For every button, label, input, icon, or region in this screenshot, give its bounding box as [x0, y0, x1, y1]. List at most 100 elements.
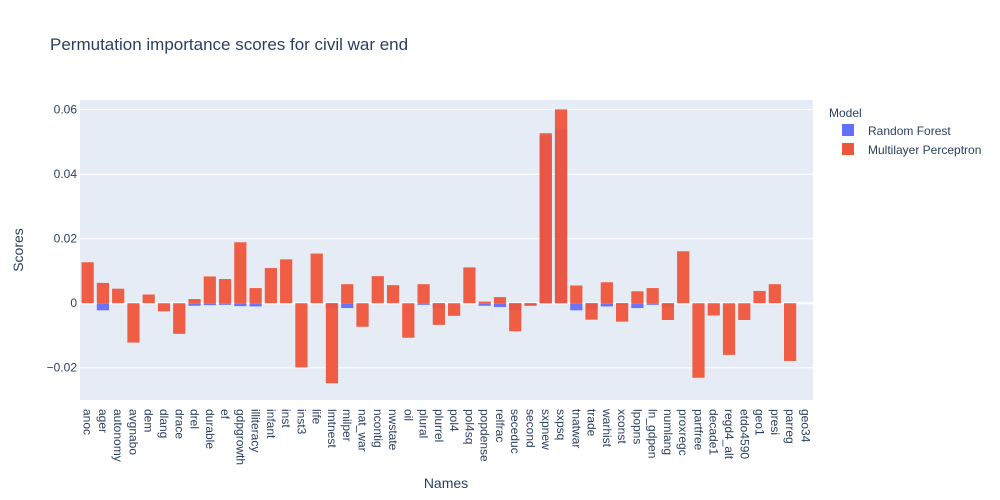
- bar-random-forest-popdense[interactable]: [478, 303, 491, 306]
- bar-random-forest-warhist[interactable]: [600, 303, 613, 307]
- x-tick-labels: anoc ager autonomy avgnabo dem dlang drace drel…: [81, 408, 813, 465]
- bar-random-forest-ager[interactable]: [96, 303, 110, 311]
- bar-random-forest-milper[interactable]: [341, 303, 354, 309]
- bar-multilayer-perceptron-numlang[interactable]: [661, 303, 675, 320]
- bar-multilayer-perceptron-regd4-alt[interactable]: [722, 303, 736, 355]
- x-tick-label: popdense: [478, 409, 492, 462]
- bar-multilayer-perceptron-lmtnest[interactable]: [325, 303, 339, 384]
- bar-multilayer-perceptron-ef[interactable]: [218, 279, 232, 304]
- bar-random-forest-ef[interactable]: [218, 303, 232, 305]
- bar-multilayer-perceptron-drel[interactable]: [188, 299, 201, 304]
- x-tick-label: ager: [96, 409, 110, 433]
- x-tick-label: sxpsq: [554, 409, 568, 440]
- bar-multilayer-perceptron-trade[interactable]: [585, 303, 598, 320]
- x-tick-label: seceduc: [508, 409, 522, 454]
- x-tick-label: dlang: [157, 409, 171, 438]
- legend-item-multilayer-perceptron[interactable]: Multilayer Perceptron: [842, 143, 981, 157]
- bar-random-forest-gdpgrowth[interactable]: [234, 303, 247, 307]
- bar-multilayer-perceptron-second[interactable]: [524, 303, 537, 306]
- bar-multilayer-perceptron-ager[interactable]: [96, 282, 110, 304]
- bar-multilayer-perceptron-warhist[interactable]: [600, 282, 613, 304]
- x-tick-label: geo1: [753, 409, 767, 436]
- bar-random-forest-ln-gdpen[interactable]: [646, 303, 659, 305]
- bar-random-forest-durable[interactable]: [203, 303, 216, 306]
- bar-multilayer-perceptron-anoc[interactable]: [81, 262, 94, 304]
- bar-multilayer-perceptron-decade1[interactable]: [707, 303, 720, 316]
- grid: [80, 109, 813, 369]
- x-tick-label: nwstate: [386, 409, 400, 451]
- x-tick-label: life: [310, 409, 324, 425]
- bar-multilayer-perceptron-sxpsq[interactable]: [554, 109, 568, 304]
- x-tick-label: durable: [203, 409, 217, 449]
- x-tick-label: ln_gdpen: [646, 409, 660, 458]
- x-tick-label: oil: [401, 409, 415, 421]
- bar-random-forest-illiteracy[interactable]: [249, 303, 262, 307]
- bar-multilayer-perceptron-partfree[interactable]: [692, 303, 705, 378]
- bar-multilayer-perceptron-seceduc[interactable]: [509, 303, 522, 332]
- x-tick-label: pol4: [447, 409, 461, 432]
- chart-title: Permutation importance scores for civil …: [50, 35, 408, 54]
- bar-multilayer-perceptron-nat-war[interactable]: [356, 303, 369, 327]
- bar-multilayer-perceptron-ln-gdpen[interactable]: [646, 288, 659, 304]
- bar-multilayer-perceptron-illiteracy[interactable]: [249, 288, 262, 304]
- bar-multilayer-perceptron-plural[interactable]: [417, 284, 430, 304]
- x-tick-label: sxpnew: [539, 409, 553, 450]
- x-tick-label: warhist: [600, 408, 614, 448]
- bar-multilayer-perceptron-xconst[interactable]: [616, 303, 629, 322]
- bar-multilayer-perceptron-presi[interactable]: [768, 284, 781, 304]
- x-tick-label: proxregc: [676, 409, 690, 456]
- x-tick-label: infant: [264, 409, 278, 439]
- bar-multilayer-perceptron-durable[interactable]: [203, 276, 216, 304]
- bar-multilayer-perceptron-avgnabo[interactable]: [127, 303, 140, 343]
- bar-random-forest-lpopns[interactable]: [631, 303, 644, 309]
- bar-random-forest-plural[interactable]: [417, 303, 430, 305]
- bar-multilayer-perceptron-milper[interactable]: [341, 284, 354, 304]
- bar-multilayer-perceptron-geo1[interactable]: [753, 290, 766, 304]
- x-tick-label: dem: [142, 409, 156, 432]
- bar-multilayer-perceptron-inst3[interactable]: [295, 303, 308, 368]
- x-tick-label: tnatwar: [569, 409, 583, 448]
- bar-multilayer-perceptron-inst[interactable]: [280, 259, 293, 304]
- bar-multilayer-perceptron-pol4[interactable]: [448, 303, 461, 316]
- bar-multilayer-perceptron-drace[interactable]: [173, 303, 186, 334]
- bar-multilayer-perceptron-popdense[interactable]: [478, 301, 491, 304]
- bar-multilayer-perceptron-lpopns[interactable]: [631, 291, 644, 304]
- x-tick-label: illiteracy: [249, 409, 263, 452]
- y-tick-label: 0.02: [54, 232, 78, 246]
- bar-multilayer-perceptron-nwstate[interactable]: [386, 285, 400, 304]
- legend-label-multilayer-perceptron: Multilayer Perceptron: [868, 143, 981, 157]
- legend: Model Random Forest Multilayer Perceptro…: [829, 106, 981, 157]
- bar-multilayer-perceptron-infant[interactable]: [264, 268, 277, 304]
- bar-multilayer-perceptron-gdpgrowth[interactable]: [234, 242, 247, 304]
- bar-random-forest-tnatwar[interactable]: [570, 303, 583, 311]
- x-tick-label: drace: [172, 409, 186, 439]
- bar-multilayer-perceptron-proxregc[interactable]: [677, 251, 690, 304]
- y-tick-label: 0.04: [54, 167, 78, 181]
- y-tick-label: 0.06: [54, 103, 78, 117]
- x-tick-label: lpopns: [630, 409, 644, 444]
- legend-item-random-forest[interactable]: Random Forest: [842, 124, 951, 138]
- x-tick-label: geo34: [798, 409, 812, 443]
- bar-multilayer-perceptron-tnatwar[interactable]: [570, 285, 583, 304]
- legend-swatch-random-forest: [842, 124, 854, 136]
- bar-multilayer-perceptron-plurrel[interactable]: [432, 303, 445, 325]
- bar-multilayer-perceptron-ncontig[interactable]: [371, 276, 384, 304]
- bar-multilayer-perceptron-dem[interactable]: [142, 294, 155, 304]
- bar-multilayer-perceptron-parreg[interactable]: [783, 303, 797, 361]
- x-tick-label: milper: [340, 409, 354, 442]
- bar-multilayer-perceptron-dlang[interactable]: [157, 303, 171, 312]
- bars: [81, 109, 797, 384]
- bar-multilayer-perceptron-etdo4590[interactable]: [738, 303, 751, 320]
- x-tick-label: xconst: [615, 409, 629, 444]
- bar-multilayer-perceptron-autonomy[interactable]: [112, 288, 125, 304]
- bar-multilayer-perceptron-relfrac[interactable]: [493, 297, 507, 304]
- x-tick-label: decade1: [707, 409, 721, 455]
- bar-multilayer-perceptron-pol4sq[interactable]: [463, 267, 476, 304]
- bar-random-forest-relfrac[interactable]: [493, 303, 507, 308]
- bar-multilayer-perceptron-sxpnew[interactable]: [539, 133, 552, 304]
- bar-multilayer-perceptron-life[interactable]: [310, 253, 323, 304]
- x-tick-label: pol4sq: [462, 409, 476, 444]
- x-tick-label: ef: [218, 409, 232, 420]
- bar-multilayer-perceptron-oil[interactable]: [402, 303, 415, 338]
- bar-random-forest-drel[interactable]: [188, 303, 201, 306]
